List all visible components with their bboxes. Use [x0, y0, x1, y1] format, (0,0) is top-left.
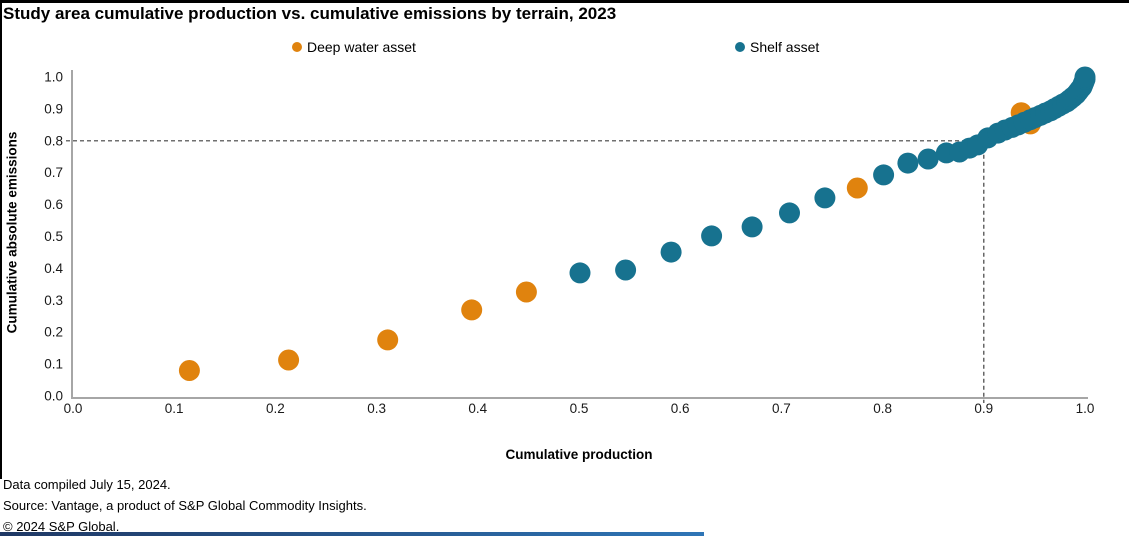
- scatter-point-shelf-asset: [873, 164, 895, 186]
- legend-item-shelf: Shelf asset: [735, 39, 819, 55]
- y-tick-label: 0.2: [44, 325, 63, 340]
- scatter-point-deep-water-asset: [461, 299, 483, 321]
- scatter-point-shelf-asset: [701, 225, 723, 247]
- footer-copyright: © 2024 S&P Global.: [3, 519, 120, 534]
- y-tick-label: 0.4: [44, 261, 63, 276]
- scatter-point-shelf-asset: [569, 262, 591, 284]
- scatter-point-shelf-asset: [779, 202, 800, 224]
- scatter-point-shelf-asset: [615, 259, 637, 281]
- y-tick-label: 0.3: [44, 293, 63, 308]
- scatter-point-shelf-asset: [660, 241, 682, 263]
- y-tick-label: 0.6: [44, 197, 63, 212]
- x-tick-label: 0.4: [468, 401, 487, 416]
- chart-title: Study area cumulative production vs. cum…: [3, 4, 617, 23]
- x-tick-label: 0.1: [165, 401, 184, 416]
- left-border: [0, 0, 2, 479]
- y-axis-title: Cumulative absolute emissions: [4, 131, 20, 334]
- footer-data-compiled: Data compiled July 15, 2024.: [3, 477, 171, 492]
- y-tick-label: 1.0: [44, 70, 63, 85]
- scatter-point-deep-water-asset: [178, 360, 200, 381]
- y-tick-label: 0.1: [44, 357, 63, 372]
- x-tick-label: 0.5: [570, 401, 589, 416]
- scatter-point-deep-water-asset: [377, 329, 399, 351]
- x-tick-label: 0.2: [266, 401, 285, 416]
- scatter-point-shelf-asset: [1074, 66, 1096, 88]
- x-tick-label: 0.6: [671, 401, 690, 416]
- y-tick-label: 0.8: [44, 133, 63, 148]
- x-tick-label: 0.0: [64, 401, 83, 416]
- bottom-accent-bar: [0, 532, 704, 536]
- y-tick-label: 0.9: [44, 101, 63, 116]
- legend-item-deep-water: Deep water asset: [292, 39, 416, 55]
- scatter-point-shelf-asset: [814, 187, 836, 209]
- legend-label-deep-water: Deep water asset: [307, 39, 416, 55]
- legend-marker-shelf-icon: [735, 42, 745, 52]
- x-tick-label: 0.8: [873, 401, 892, 416]
- legend-marker-deep-water-icon: [292, 42, 302, 52]
- x-tick-label: 0.3: [367, 401, 386, 416]
- x-tick-label: 1.0: [1076, 401, 1095, 416]
- scatter-point-shelf-asset: [741, 216, 763, 238]
- scatter-point-shelf-asset: [917, 148, 939, 170]
- y-tick-label: 0.0: [44, 389, 63, 404]
- x-tick-label: 0.7: [772, 401, 791, 416]
- y-tick-label: 0.7: [44, 165, 63, 180]
- top-border: [0, 0, 1129, 3]
- scatter-point-shelf-asset: [897, 152, 919, 174]
- x-tick-label: 0.9: [974, 401, 993, 416]
- scatter-point-deep-water-asset: [278, 349, 300, 371]
- y-tick-label: 0.5: [44, 229, 63, 244]
- x-axis-title: Cumulative production: [505, 447, 653, 462]
- scatter-point-deep-water-asset: [846, 177, 868, 199]
- scatter-point-deep-water-asset: [515, 281, 537, 303]
- legend-label-shelf: Shelf asset: [750, 39, 820, 55]
- footer-source: Source: Vantage, a product of S&P Global…: [3, 498, 367, 513]
